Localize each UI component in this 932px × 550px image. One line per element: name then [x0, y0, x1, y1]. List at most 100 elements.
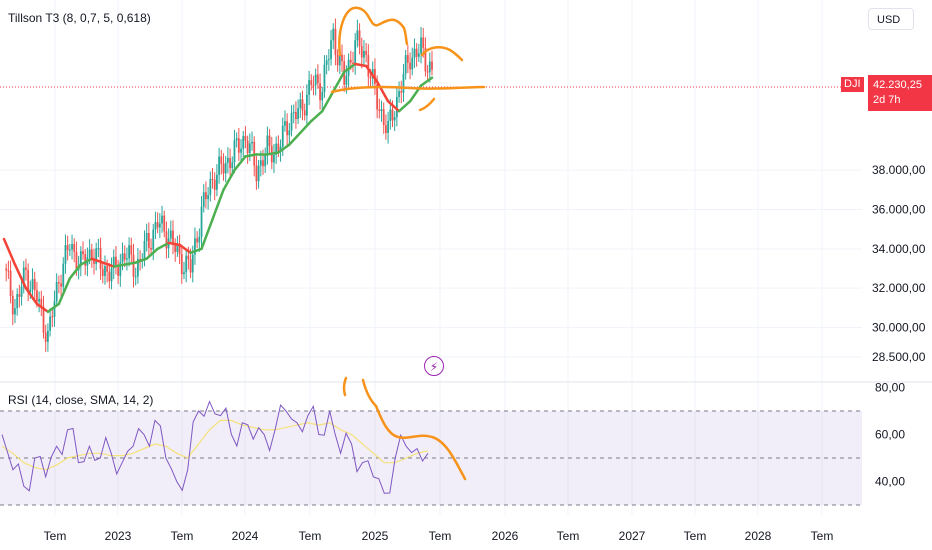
candle-body	[319, 83, 321, 101]
main-legend[interactable]: Tillson T3 (8, 0,7, 5, 0,618)	[8, 11, 151, 25]
currency-button[interactable]: USD	[868, 8, 914, 30]
candle-body	[323, 64, 326, 93]
candle-body	[376, 84, 379, 110]
candle-body	[242, 136, 245, 149]
candle-body	[46, 330, 49, 342]
candle-body	[345, 75, 348, 85]
candle-body	[158, 223, 161, 228]
candle-body	[358, 30, 361, 47]
countdown-value: 2d 7h	[873, 94, 901, 106]
candle-body	[40, 298, 43, 307]
candle-body	[297, 108, 300, 119]
candle-body	[422, 37, 425, 48]
candle-body	[205, 192, 207, 200]
candle-body	[299, 99, 302, 109]
candle-body	[121, 253, 124, 263]
candle-body	[402, 73, 405, 93]
candle-body	[292, 111, 295, 114]
candle-body	[51, 316, 54, 318]
t3-segment	[277, 143, 291, 154]
candle-body	[360, 46, 363, 58]
t3-segment	[79, 257, 94, 266]
time-tick-label: Tem	[684, 529, 707, 543]
candle-body	[27, 269, 30, 293]
candle-body	[134, 276, 137, 278]
candle-body	[382, 109, 385, 126]
time-tick-label: 2024	[232, 529, 259, 543]
candle-body	[73, 243, 76, 252]
candle-body	[356, 30, 359, 41]
candle-body	[334, 28, 337, 55]
candle-body	[29, 289, 32, 293]
candle-body	[378, 109, 381, 112]
candle-body	[108, 271, 111, 282]
candle-body	[191, 254, 194, 273]
rsi-legend[interactable]: RSI (14, close, SMA, 14, 2)	[8, 393, 153, 407]
t3-segment	[299, 119, 313, 135]
time-tick-label: 2028	[745, 529, 772, 543]
candle-body	[79, 251, 82, 266]
rsi-ma-line	[1, 419, 429, 471]
candle-body	[314, 74, 317, 86]
candle-body	[36, 290, 38, 302]
candle-body	[178, 245, 181, 255]
candle-body	[75, 251, 78, 271]
symbol-tag: DJI	[841, 77, 864, 92]
candle-body	[139, 258, 141, 260]
candle-body	[237, 138, 240, 153]
candle-body	[417, 53, 420, 57]
candle-body	[49, 316, 51, 331]
candle-body	[18, 294, 21, 297]
t3-segment	[2, 237, 17, 266]
t3-segment	[310, 109, 324, 123]
candle-body	[226, 157, 229, 163]
candle-body	[295, 111, 297, 119]
candle-body	[172, 230, 174, 244]
candle-body	[106, 266, 109, 272]
candle-body	[310, 80, 313, 85]
candle-body	[262, 160, 264, 167]
candle-body	[220, 156, 223, 164]
candle-body	[367, 54, 370, 77]
time-tick-label: 2025	[362, 529, 389, 543]
t3-segment	[353, 62, 368, 68]
candle-body	[71, 243, 73, 250]
candle-body	[332, 28, 335, 41]
price-tick-label: 38.000,00	[872, 163, 926, 177]
candle-body	[196, 238, 199, 243]
candle-body	[400, 91, 403, 93]
candle-body	[231, 162, 234, 169]
candle-body	[420, 37, 422, 54]
candle-body	[163, 215, 166, 232]
candle-body	[391, 109, 394, 121]
candle-body	[341, 55, 343, 62]
price-tick-label: 28.500,00	[872, 350, 926, 364]
candle-body	[222, 163, 225, 174]
time-tick-label: 2023	[105, 529, 132, 543]
time-tick-label: Tem	[811, 529, 834, 543]
lightning-icon[interactable]: ⚡	[424, 356, 444, 376]
candle-body	[44, 332, 47, 342]
t3-segment	[244, 153, 258, 158]
candle-body	[38, 298, 41, 302]
candle-body	[68, 249, 71, 251]
t3-segment	[46, 302, 61, 314]
t3-segment	[397, 100, 412, 113]
candle-body	[66, 245, 69, 251]
drawing-projection	[418, 97, 436, 112]
drawing-neckline	[330, 85, 486, 94]
t3-segment	[211, 188, 225, 221]
candle-body	[330, 40, 332, 60]
candle-body	[233, 140, 236, 163]
t3-segment	[24, 286, 39, 306]
candle-body	[31, 279, 34, 290]
candle-body	[187, 255, 190, 260]
price-tick-label: 36.000,00	[872, 203, 926, 217]
candle-body	[207, 195, 210, 200]
candle-body	[248, 143, 251, 154]
candle-body	[380, 109, 383, 112]
candle-body	[255, 165, 258, 182]
candle-body	[180, 254, 183, 275]
candle-body	[244, 136, 247, 141]
